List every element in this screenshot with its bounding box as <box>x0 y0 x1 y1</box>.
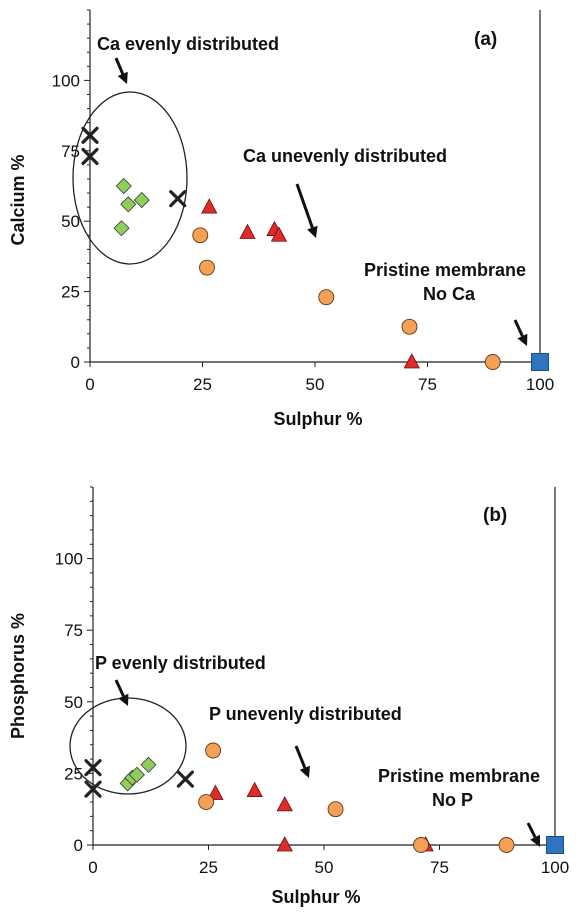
x-axis-title: Sulphur % <box>272 887 361 907</box>
annotation-text: Ca evenly distributed <box>97 34 279 54</box>
data-point-x <box>176 770 194 788</box>
y-tick-label: 100 <box>52 71 80 90</box>
data-point-square <box>531 353 549 371</box>
series-circle <box>192 227 501 370</box>
y-tick-label: 100 <box>55 550 83 569</box>
annotation-arrow-shaft <box>513 319 524 337</box>
data-point-square <box>546 836 564 854</box>
data-point-circle <box>327 801 344 818</box>
data-point-diamond <box>120 196 137 213</box>
series-square <box>531 353 549 371</box>
data-point-x <box>81 126 99 144</box>
annotation-text: No Ca <box>423 284 476 304</box>
data-point-diamond <box>128 766 145 783</box>
data-point-circle <box>413 837 429 853</box>
y-tick-label: 50 <box>64 693 83 712</box>
data-point-circle <box>199 259 215 276</box>
x-axis-title: Sulphur % <box>274 409 363 429</box>
series-x <box>84 759 194 798</box>
annotation-text: No P <box>432 790 473 810</box>
x-tick-label: 50 <box>315 858 334 877</box>
data-point-diamond <box>133 192 150 209</box>
y-tick-label: 0 <box>71 353 80 372</box>
y-axis-title: Phosphorus % <box>8 613 28 739</box>
data-point-circle <box>192 227 209 244</box>
y-tick-label: 75 <box>64 621 83 640</box>
annotation-arrow-head <box>307 225 318 238</box>
data-point-diamond <box>115 177 132 195</box>
series-diamond <box>113 177 150 237</box>
data-point-circle <box>401 318 418 335</box>
data-point-triangle <box>207 784 224 800</box>
annotation-arrow-shaft <box>295 183 314 229</box>
data-point-x <box>84 780 102 798</box>
annotation-arrow-head <box>530 834 540 847</box>
annotation-text: Pristine membrane <box>364 260 526 280</box>
annotation-arrow-shaft <box>526 822 537 838</box>
data-point-x <box>169 190 187 208</box>
annotation-arrow-head <box>299 765 310 778</box>
annotation-arrow-head <box>517 333 528 346</box>
data-point-circle <box>484 354 501 370</box>
data-point-triangle <box>276 796 293 812</box>
series-circle <box>198 742 515 853</box>
y-tick-label: 25 <box>61 283 80 302</box>
data-point-x <box>84 759 102 777</box>
even-distribution-ellipse <box>72 91 188 265</box>
annotation-text: Pristine membrane <box>378 766 540 786</box>
data-point-diamond <box>113 220 130 237</box>
data-point-diamond <box>140 756 157 773</box>
annotation-text: Ca unevenly distributed <box>243 146 447 166</box>
x-tick-label: 25 <box>193 375 212 394</box>
x-tick-label: 50 <box>306 375 325 394</box>
annotation-text: P evenly distributed <box>95 653 266 673</box>
x-tick-label: 25 <box>199 858 218 877</box>
data-point-circle <box>498 837 515 853</box>
annotation-arrow-head <box>117 71 128 84</box>
data-point-triangle <box>201 198 218 214</box>
data-point-circle <box>198 794 215 810</box>
panel-label: (b) <box>483 505 507 526</box>
series-square <box>546 836 564 854</box>
data-point-triangle <box>246 781 263 797</box>
y-tick-label: 0 <box>74 836 83 855</box>
y-axis-title: Calcium % <box>8 154 28 245</box>
series-triangle <box>201 198 420 369</box>
data-point-triangle <box>270 226 288 242</box>
y-tick-label: 25 <box>64 764 83 783</box>
x-tick-label: 0 <box>88 858 97 877</box>
series-x <box>81 126 187 208</box>
x-tick-label: 100 <box>541 858 569 877</box>
data-point-x <box>81 147 99 166</box>
data-point-triangle <box>276 836 293 852</box>
x-tick-label: 75 <box>430 858 449 877</box>
annotation-arrow-shaft <box>114 679 125 697</box>
data-point-circle <box>318 289 335 306</box>
series-diamond <box>119 756 157 792</box>
annotation-text: P unevenly distributed <box>209 704 402 724</box>
annotation-arrow-shaft <box>294 745 307 769</box>
x-tick-label: 75 <box>418 375 437 394</box>
annotation-arrow-head <box>118 693 129 706</box>
y-tick-label: 50 <box>61 212 80 231</box>
x-tick-label: 0 <box>85 375 94 394</box>
x-tick-label: 100 <box>526 375 554 394</box>
data-point-triangle <box>239 223 256 239</box>
series-triangle <box>207 781 434 852</box>
annotation-arrow-shaft <box>114 57 125 75</box>
data-point-circle <box>205 742 222 759</box>
chart-panel-b: 0 25 50 75 100 0 25 50 75 100 Sulphur % Phosphorus … <box>8 486 569 907</box>
data-point-triangle <box>403 353 420 369</box>
panel-label: (a) <box>474 29 497 50</box>
